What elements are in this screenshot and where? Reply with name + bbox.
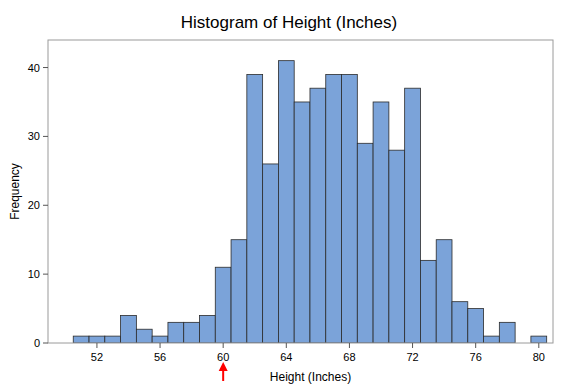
bar: [436, 240, 452, 343]
bar: [136, 329, 152, 343]
bar: [373, 102, 389, 343]
y-tick-label: 10: [28, 268, 40, 280]
x-tick-label: 52: [91, 351, 103, 363]
bar: [105, 336, 121, 343]
background: [0, 0, 578, 389]
x-tick: [349, 343, 350, 348]
bar: [389, 150, 405, 343]
bar: [405, 88, 421, 343]
x-tick-label: 56: [154, 351, 166, 363]
y-tick: [43, 343, 48, 344]
x-tick: [223, 343, 224, 348]
chart: Histogram of Height (Inches) 0 10 20 30 40 52 5…: [0, 0, 578, 389]
x-tick-label: 76: [470, 351, 482, 363]
y-tick-label: 40: [28, 62, 40, 74]
bar: [499, 322, 515, 343]
y-tick: [43, 205, 48, 206]
plot-frame: [48, 40, 553, 343]
y-tick-label: 20: [28, 199, 40, 211]
bar: [89, 336, 105, 343]
x-tick: [538, 343, 539, 348]
bar: [420, 260, 436, 343]
bars: [73, 61, 546, 343]
bar: [152, 336, 168, 343]
x-tick: [160, 343, 161, 348]
arrow-head: [219, 362, 228, 371]
bar: [121, 315, 137, 343]
bar: [73, 336, 89, 343]
x-tick-label: 60: [217, 351, 229, 363]
y-tick: [43, 274, 48, 275]
bar: [231, 240, 247, 343]
bar: [247, 74, 263, 343]
bar: [452, 302, 468, 343]
arrow-shaft: [222, 370, 224, 381]
bar: [168, 322, 184, 343]
bar: [468, 309, 484, 343]
bar: [342, 74, 358, 343]
bar: [484, 336, 500, 343]
y-axis-label: Frequency: [8, 163, 22, 220]
x-axis-label: Height (Inches): [270, 370, 351, 384]
x-tick-label: 80: [533, 351, 545, 363]
bar: [310, 88, 326, 343]
title: Histogram of Height (Inches): [181, 13, 397, 32]
bar: [326, 74, 342, 343]
x-tick-label: 68: [343, 351, 355, 363]
y-tick-label: 30: [28, 130, 40, 142]
y-tick: [43, 136, 48, 137]
bar: [200, 315, 216, 343]
x-tick-label: 64: [280, 351, 292, 363]
x-tick: [475, 343, 476, 348]
bar: [184, 322, 200, 343]
x-tick: [96, 343, 97, 348]
x-tick: [412, 343, 413, 348]
bar: [215, 267, 231, 343]
bar: [294, 102, 310, 343]
arrow: [219, 362, 228, 381]
bar: [357, 143, 373, 343]
y-tick-label: 0: [34, 337, 40, 349]
y-tick: [43, 67, 48, 68]
x-tick-label: 72: [406, 351, 418, 363]
x-tick: [286, 343, 287, 348]
bar: [263, 164, 279, 343]
bar: [278, 61, 294, 343]
bar: [531, 336, 547, 343]
